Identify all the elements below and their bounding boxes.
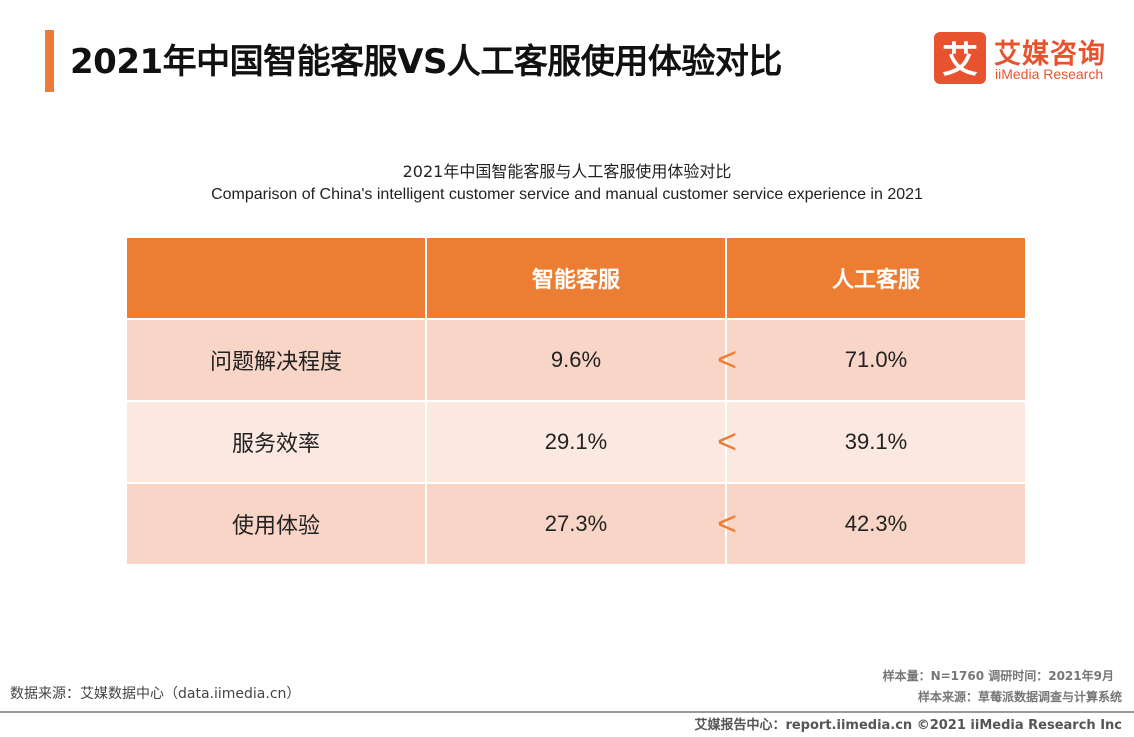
data-source: 数据来源：艾媒数据中心（data.iimedia.cn） [10,686,301,702]
logo-chinese-text: 艾媒咨询 [994,39,1106,70]
iimedia-logo: 艾 艾媒咨询 iiMedia Research [934,32,1114,88]
page-title: 2021年中国智能客服VS人工客服使用体验对比 [70,42,782,82]
title-accent-bar [45,30,54,92]
manual-value: 42.3% [844,511,908,536]
column-divider [725,238,727,318]
header-cell-manual: 人工客服 [831,268,920,293]
column-divider [425,320,427,400]
table-header-row: 智能客服 人工客服 [127,238,1025,318]
table-subtitle-en: Comparison of China's intelligent custom… [211,186,923,203]
comparison-table: 智能客服 人工客服 问题解决程度 9.6% < 71.0% 服务效率 29.1%… [127,238,1025,566]
column-divider [425,238,427,318]
intelligent-value: 9.6% [550,347,602,372]
table-row: 问题解决程度 9.6% < 71.0% [127,320,1025,400]
row-label: 问题解决程度 [209,350,342,375]
svg-text:艾: 艾 [942,40,978,81]
sample-info: 样本量：N=1760 调研时间：2021年9月 [882,669,1114,683]
table-row: 服务效率 29.1% < 39.1% [127,402,1025,482]
footer-divider [0,711,1134,713]
intelligent-value: 29.1% [544,429,608,454]
manual-value: 39.1% [844,429,908,454]
column-divider [425,484,427,564]
header-cell-empty [127,238,425,318]
row-label: 服务效率 [231,432,320,457]
column-divider [725,484,727,564]
less-than-icon: < [717,340,737,379]
logo-english-text: iiMedia Research [995,66,1104,82]
intelligent-value: 27.3% [544,511,608,536]
manual-value: 71.0% [844,347,908,372]
row-label: 使用体验 [231,514,320,539]
table-row: 使用体验 27.3% < 42.3% [127,484,1025,564]
table-subtitle-cn: 2021年中国智能客服与人工客服使用体验对比 [402,162,732,181]
column-divider [425,402,427,482]
column-divider [725,402,727,482]
less-than-icon: < [717,422,737,461]
logo-mark-icon: 艾 [934,32,986,84]
column-divider [725,320,727,400]
header-cell-intelligent: 智能客服 [531,268,620,293]
copyright-text: 艾媒报告中心：report.iimedia.cn ©2021 iiMedia R… [694,718,1122,733]
less-than-icon: < [717,504,737,543]
sample-source: 样本来源：草莓派数据调查与计算系统 [917,690,1122,704]
